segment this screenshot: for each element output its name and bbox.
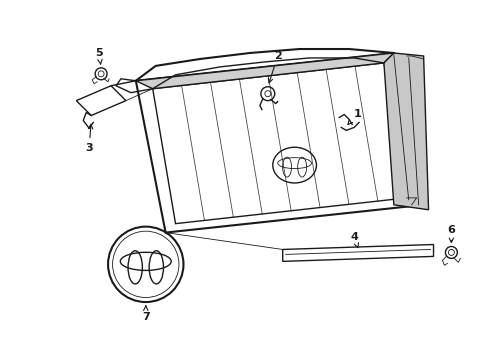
Text: 7: 7: [142, 306, 149, 322]
Polygon shape: [136, 53, 393, 89]
Text: 3: 3: [85, 125, 93, 153]
Text: 2: 2: [268, 51, 281, 83]
Text: 6: 6: [447, 225, 454, 243]
Text: 4: 4: [349, 231, 358, 248]
Text: 5: 5: [95, 48, 103, 64]
Text: 1: 1: [347, 108, 360, 125]
Polygon shape: [383, 53, 427, 210]
